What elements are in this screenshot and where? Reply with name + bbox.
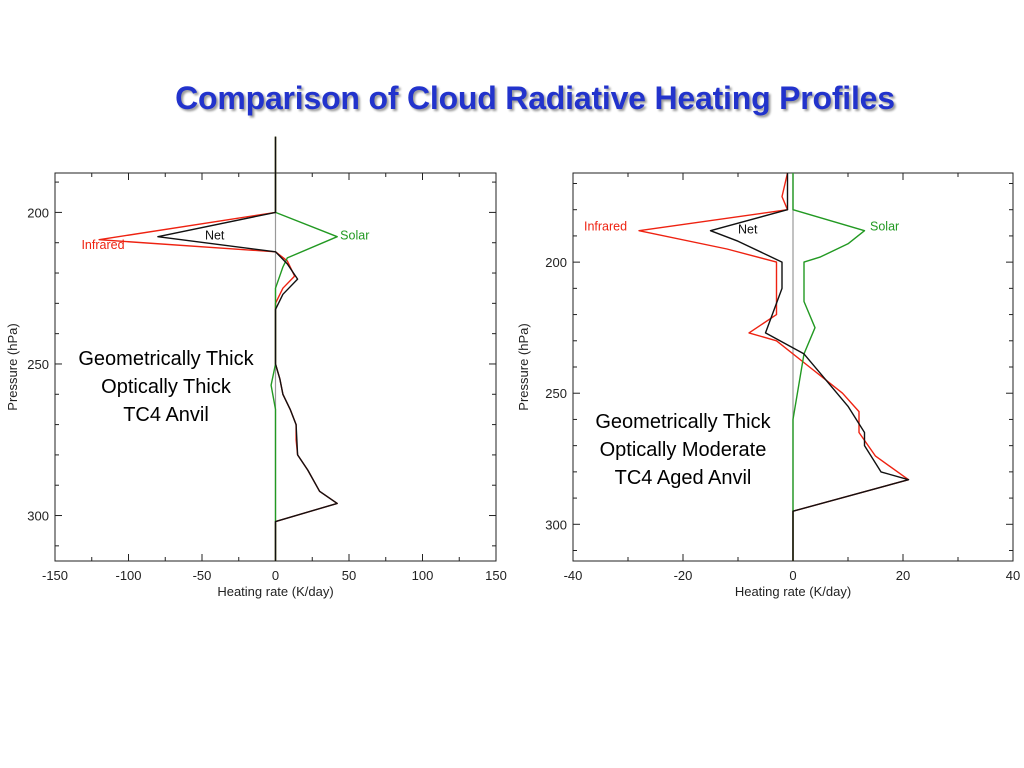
series-label-solar: Solar: [340, 229, 369, 243]
series-label-net: Net: [205, 229, 225, 243]
series-label-solar: Solar: [870, 220, 899, 234]
x-tick-label: 0: [789, 568, 796, 583]
series-label-infrared: Infrared: [81, 238, 124, 252]
y-tick-label: 250: [545, 386, 567, 401]
series-line-net: [157, 136, 338, 561]
x-tick-label: -20: [674, 568, 693, 583]
x-axis-label: Heating rate (K/day): [735, 584, 851, 599]
annotation-line: Optically Thick: [101, 376, 232, 398]
series-label-net: Net: [738, 222, 758, 236]
annotation-line: TC4 Aged Anvil: [615, 467, 752, 489]
x-tick-label: 20: [896, 568, 910, 583]
series-line-solar: [270, 136, 338, 561]
y-axis-label: Pressure (hPa): [5, 323, 20, 410]
slide-title: Comparison of Cloud Radiative Heating Pr…: [175, 80, 895, 116]
y-tick-label: 300: [545, 517, 567, 532]
x-axis-label: Heating rate (K/day): [217, 584, 333, 599]
y-axis-label: Pressure (hPa): [516, 323, 531, 410]
x-tick-label: 40: [1006, 568, 1020, 583]
x-tick-label: 0: [272, 568, 279, 583]
x-tick-label: -40: [564, 568, 583, 583]
x-tick-label: 50: [342, 568, 356, 583]
y-tick-label: 300: [27, 509, 49, 524]
series-line-net: [709, 173, 910, 561]
x-tick-label: -100: [115, 568, 141, 583]
series-line-infrared: [638, 172, 910, 561]
x-tick-label: 150: [485, 568, 507, 583]
annotation-line: Geometrically Thick: [595, 411, 771, 433]
y-tick-label: 200: [27, 205, 49, 220]
x-tick-label: -50: [193, 568, 212, 583]
annotation-line: Geometrically Thick: [78, 348, 254, 370]
x-tick-label: -150: [42, 568, 68, 583]
x-tick-label: 100: [412, 568, 434, 583]
annotation-line: TC4 Anvil: [123, 404, 209, 426]
annotation-line: Optically Moderate: [600, 439, 767, 461]
y-tick-label: 250: [27, 357, 49, 372]
series-label-infrared: Infrared: [584, 220, 627, 234]
series-line-solar: [792, 173, 866, 561]
y-tick-label: 200: [545, 255, 567, 270]
